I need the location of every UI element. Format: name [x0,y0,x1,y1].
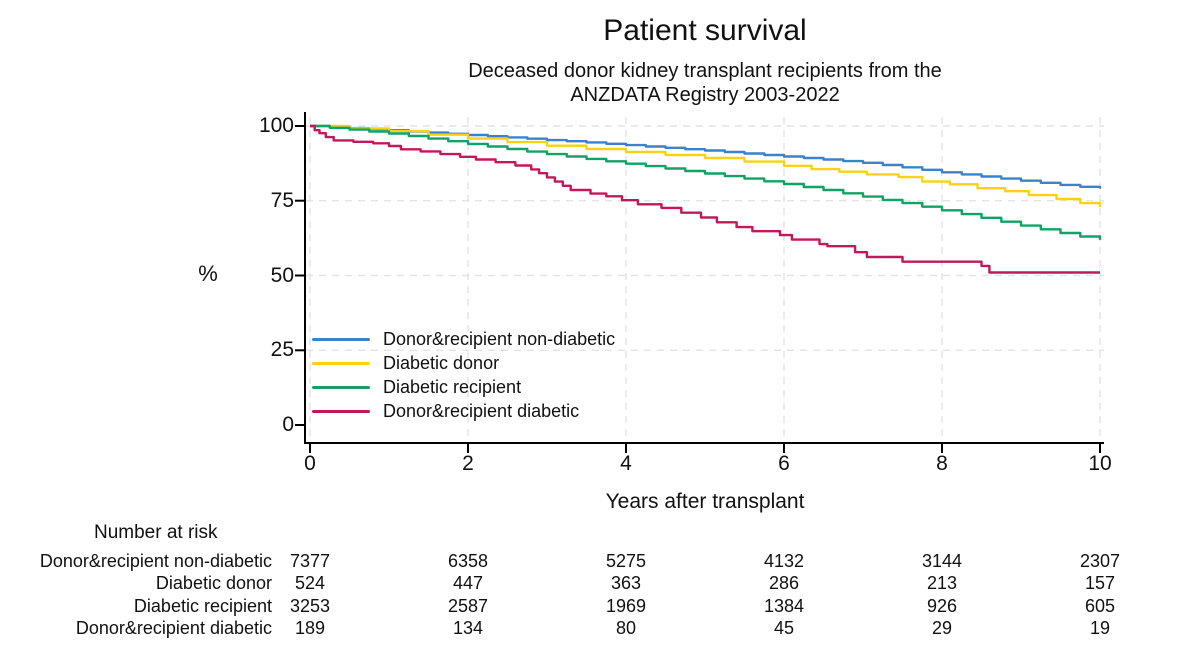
risk-value: 524 [294,573,326,593]
chart-title: Patient survival [603,14,807,47]
legend-item-diabetic-donor: Diabetic donor [312,352,499,374]
chart-subtitle-line-2: ANZDATA Registry 2003-2022 [570,84,840,106]
x-tick-8: 8 [936,452,948,475]
x-tick-6: 6 [778,452,790,475]
risk-value: 605 [1084,596,1116,616]
risk-value: 189 [294,618,326,638]
risk-value: 1384 [763,596,805,616]
risk-value: 3144 [921,551,963,571]
risk-value: 926 [926,596,958,616]
legend-line-red-icon [312,409,370,413]
risk-value: 213 [926,573,958,593]
risk-value: 3253 [289,596,331,616]
legend-label: Donor&recipient diabetic [383,401,580,421]
legend-label: Diabetic recipient [383,377,522,397]
risk-value: 45 [773,618,795,638]
y-tick-50: 50 [270,264,294,287]
risk-row-label: Diabetic donor [155,573,272,593]
x-tick-4: 4 [620,452,632,475]
legend-line-blue-icon [312,337,370,341]
risk-row-label: Donor&recipient diabetic [75,618,272,638]
risk-value: 29 [931,618,953,638]
x-tick-10: 10 [1088,452,1112,475]
risk-value: 134 [452,618,484,638]
risk-value: 19 [1089,618,1111,638]
legend-line-green-icon [312,385,370,389]
survival-curve-0 [310,124,1102,189]
survival-curve-3 [310,124,1100,274]
risk-value: 363 [610,573,642,593]
x-axis-label: Years after transplant [605,490,805,513]
survival-curve-2 [310,124,1102,240]
risk-value: 447 [452,573,484,593]
y-tick-100: 100 [258,114,294,137]
y-tick-75: 75 [270,189,294,212]
legend-label: Diabetic donor [383,353,500,373]
legend-item-non-diabetic: Donor&recipient non-diabetic [312,328,615,350]
risk-value: 80 [615,618,637,638]
risk-value: 2587 [447,596,489,616]
legend-line-yellow-icon [312,361,370,365]
y-tick-0: 0 [282,413,294,436]
x-tick-0: 0 [304,452,316,475]
risk-value: 5275 [605,551,647,571]
legend-item-both-diabetic: Donor&recipient diabetic [312,400,579,422]
risk-value: 286 [768,573,800,593]
risk-value: 7377 [289,551,331,571]
legend-item-diabetic-recipient: Diabetic recipient [312,376,521,398]
x-tick-2: 2 [462,452,474,475]
risk-row-label: Diabetic recipient [133,596,272,616]
risk-table-heading: Number at risk [94,522,218,543]
risk-value: 157 [1084,573,1116,593]
y-axis-label: % [198,261,218,286]
risk-row-label: Donor&recipient non-diabetic [39,551,272,571]
y-tick-25: 25 [270,338,294,361]
risk-value: 4132 [763,551,805,571]
risk-value: 2307 [1079,551,1121,571]
legend-label: Donor&recipient non-diabetic [383,329,616,349]
chart-subtitle-line-1: Deceased donor kidney transplant recipie… [468,60,942,82]
survival-curve-1 [310,124,1102,207]
risk-value: 6358 [447,551,489,571]
risk-value: 1969 [605,596,647,616]
